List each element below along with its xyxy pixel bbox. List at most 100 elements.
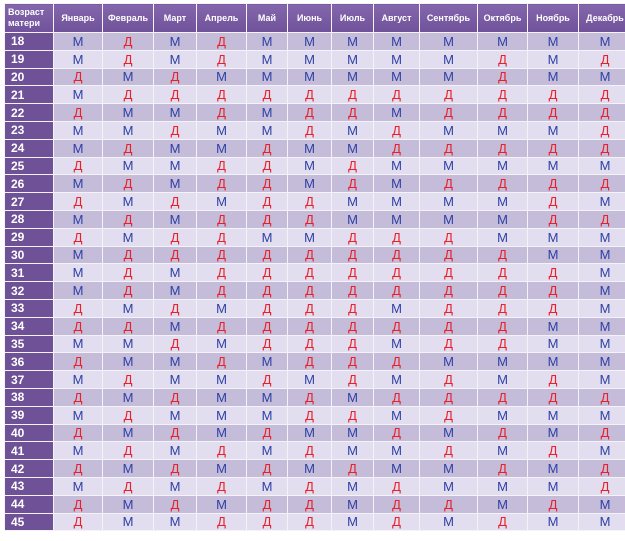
- sex-cell: М: [477, 370, 528, 389]
- sex-cell: Д: [53, 67, 103, 87]
- sex-cell: М: [373, 32, 420, 51]
- sex-cell: М: [196, 192, 247, 211]
- sex-cell: Д: [373, 120, 420, 140]
- mother-age-cell: 44: [4, 494, 54, 514]
- sex-cell: М: [246, 227, 288, 247]
- sex-cell: М: [153, 476, 197, 496]
- sex-cell: М: [153, 174, 197, 194]
- table-row: 44 Д М Д М Д Д М Д Д М Д М: [4, 494, 625, 514]
- sex-cell: М: [527, 32, 579, 51]
- month-header-may: Май: [246, 3, 288, 33]
- sex-cell: Д: [246, 138, 288, 158]
- sex-cell: Д: [153, 85, 197, 105]
- sex-cell: М: [102, 334, 154, 354]
- sex-cell: Д: [102, 85, 154, 105]
- sex-cell: Д: [196, 441, 247, 461]
- sex-cell: М: [287, 67, 332, 87]
- sex-cell: Д: [246, 174, 288, 194]
- conception-calendar-table: Возраст матери Январь Февраль Март Апрел…: [4, 3, 625, 532]
- sex-cell: М: [373, 459, 420, 478]
- month-header-feb: Февраль: [102, 3, 154, 33]
- sex-cell: Д: [102, 405, 154, 425]
- sex-cell: Д: [53, 103, 103, 122]
- sex-cell: Д: [331, 459, 374, 478]
- sex-cell: М: [477, 476, 528, 496]
- sex-cell: М: [196, 138, 247, 158]
- sex-cell: Д: [102, 245, 154, 265]
- sex-cell: Д: [419, 441, 478, 461]
- sex-cell: Д: [153, 387, 197, 407]
- sex-cell: Д: [246, 334, 288, 354]
- sex-cell: М: [527, 316, 579, 336]
- sex-cell: Д: [373, 138, 420, 158]
- sex-cell: М: [153, 370, 197, 389]
- sex-cell: М: [53, 85, 103, 105]
- table-row: 30 М Д Д Д Д Д Д Д Д Д М М: [4, 245, 625, 265]
- sex-cell: М: [153, 512, 197, 532]
- sex-cell: М: [527, 405, 579, 425]
- sex-cell: Д: [527, 370, 579, 389]
- sex-cell: Д: [419, 316, 478, 336]
- mother-age-cell: 25: [4, 156, 54, 176]
- sex-cell: Д: [331, 263, 374, 283]
- sex-cell: Д: [331, 156, 374, 176]
- sex-cell: М: [287, 423, 332, 443]
- sex-cell: Д: [331, 281, 374, 300]
- sex-cell: Д: [53, 227, 103, 247]
- sex-cell: Д: [53, 298, 103, 318]
- table-row: 18 М Д М Д М М М М М М М М: [4, 32, 625, 51]
- month-header-dec: Декабрь: [578, 3, 625, 33]
- sex-cell: Д: [331, 298, 374, 318]
- month-header-mar: Март: [153, 3, 197, 33]
- mother-age-cell: 37: [4, 370, 54, 389]
- sex-cell: Д: [196, 103, 247, 122]
- sex-cell: Д: [527, 103, 579, 122]
- sex-cell: М: [477, 405, 528, 425]
- sex-cell: Д: [373, 263, 420, 283]
- table-row: 36 Д М М Д М Д Д Д М М М М: [4, 352, 625, 372]
- sex-cell: Д: [102, 441, 154, 461]
- sex-cell: Д: [419, 405, 478, 425]
- sex-cell: М: [196, 334, 247, 354]
- sex-cell: М: [331, 32, 374, 51]
- sex-cell: Д: [419, 85, 478, 105]
- sex-cell: Д: [373, 494, 420, 514]
- sex-cell: Д: [246, 245, 288, 265]
- sex-cell: М: [287, 49, 332, 69]
- sex-cell: М: [419, 32, 478, 51]
- sex-cell: М: [331, 49, 374, 69]
- sex-cell: Д: [527, 209, 579, 229]
- sex-cell: Д: [287, 512, 332, 532]
- sex-cell: Д: [246, 316, 288, 336]
- sex-cell: М: [419, 476, 478, 496]
- sex-cell: М: [53, 32, 103, 51]
- sex-cell: Д: [527, 387, 579, 407]
- sex-cell: Д: [527, 298, 579, 318]
- sex-cell: М: [578, 245, 625, 265]
- table-body: 18 М Д М Д М М М М М М М М 19 М Д М Д М М М М М Д М Д 20 Д М Д М М М М М М Д…: [4, 32, 625, 532]
- sex-cell: М: [53, 174, 103, 194]
- sex-cell: Д: [287, 334, 332, 354]
- sex-cell: Д: [102, 174, 154, 194]
- sex-cell: Д: [196, 32, 247, 51]
- sex-cell: М: [373, 334, 420, 354]
- sex-cell: Д: [287, 494, 332, 514]
- sex-cell: М: [53, 49, 103, 69]
- sex-cell: М: [53, 263, 103, 283]
- mother-age-cell: 34: [4, 316, 54, 336]
- sex-cell: М: [53, 334, 103, 354]
- sex-cell: Д: [419, 387, 478, 407]
- sex-cell: Д: [373, 85, 420, 105]
- sex-cell: Д: [287, 103, 332, 122]
- sex-cell: М: [331, 387, 374, 407]
- sex-cell: Д: [287, 298, 332, 318]
- sex-cell: Д: [196, 227, 247, 247]
- sex-cell: Д: [477, 316, 528, 336]
- sex-cell: М: [287, 459, 332, 478]
- sex-cell: М: [578, 67, 625, 87]
- sex-cell: М: [153, 405, 197, 425]
- sex-cell: М: [527, 476, 579, 496]
- mother-age-cell: 29: [4, 227, 54, 247]
- sex-cell: М: [331, 209, 374, 229]
- sex-cell: Д: [246, 459, 288, 478]
